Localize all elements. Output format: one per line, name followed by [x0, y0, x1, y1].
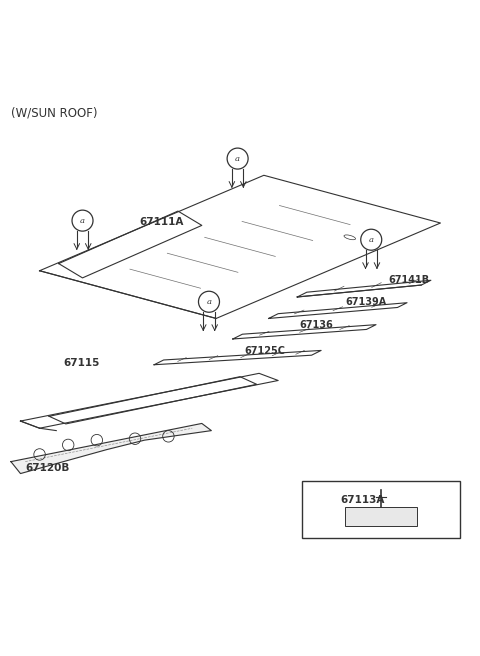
- Text: a: a: [206, 298, 212, 306]
- Text: a: a: [80, 216, 85, 224]
- Polygon shape: [11, 423, 211, 474]
- Text: 67141B: 67141B: [388, 275, 429, 285]
- Text: a: a: [321, 495, 326, 503]
- Text: 67113A: 67113A: [340, 495, 384, 505]
- Text: 67139A: 67139A: [345, 297, 386, 307]
- Text: 67125C: 67125C: [245, 346, 286, 356]
- Text: 67136: 67136: [300, 320, 334, 330]
- Text: 67115: 67115: [63, 358, 100, 368]
- FancyBboxPatch shape: [345, 507, 417, 526]
- Text: a: a: [235, 155, 240, 163]
- Text: 67111A: 67111A: [140, 217, 184, 228]
- Text: a: a: [369, 236, 374, 244]
- Text: (W/SUN ROOF): (W/SUN ROOF): [11, 106, 97, 119]
- Text: 67120B: 67120B: [25, 463, 70, 473]
- FancyBboxPatch shape: [302, 481, 459, 538]
